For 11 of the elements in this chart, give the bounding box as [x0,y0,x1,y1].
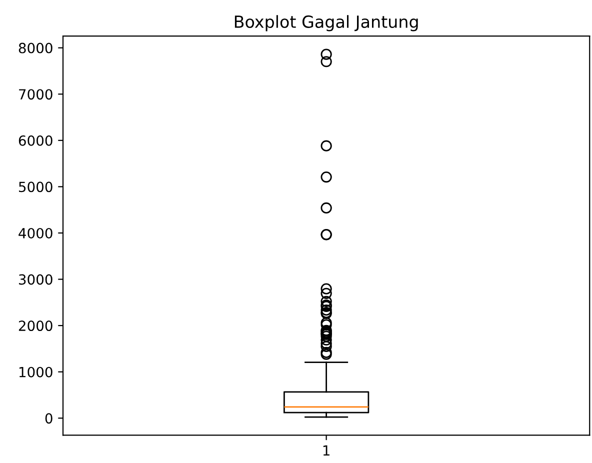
x-tick-label: 1 [323,445,330,456]
y-tick-label: 6000 [18,135,52,146]
y-tick-label: 5000 [19,182,52,192]
y-tick-label: 0 [45,413,52,424]
chart-title: Boxplot Gagal Jantung [234,15,418,32]
y-tick-label: 4000 [18,228,52,238]
y-tick-label: 2000 [18,320,52,332]
y-tick-label: 3000 [18,274,52,285]
y-tick-label: 7000 [19,89,52,100]
y-tick-label: 1000 [19,366,52,378]
y-tick-label: 8000 [18,42,52,54]
